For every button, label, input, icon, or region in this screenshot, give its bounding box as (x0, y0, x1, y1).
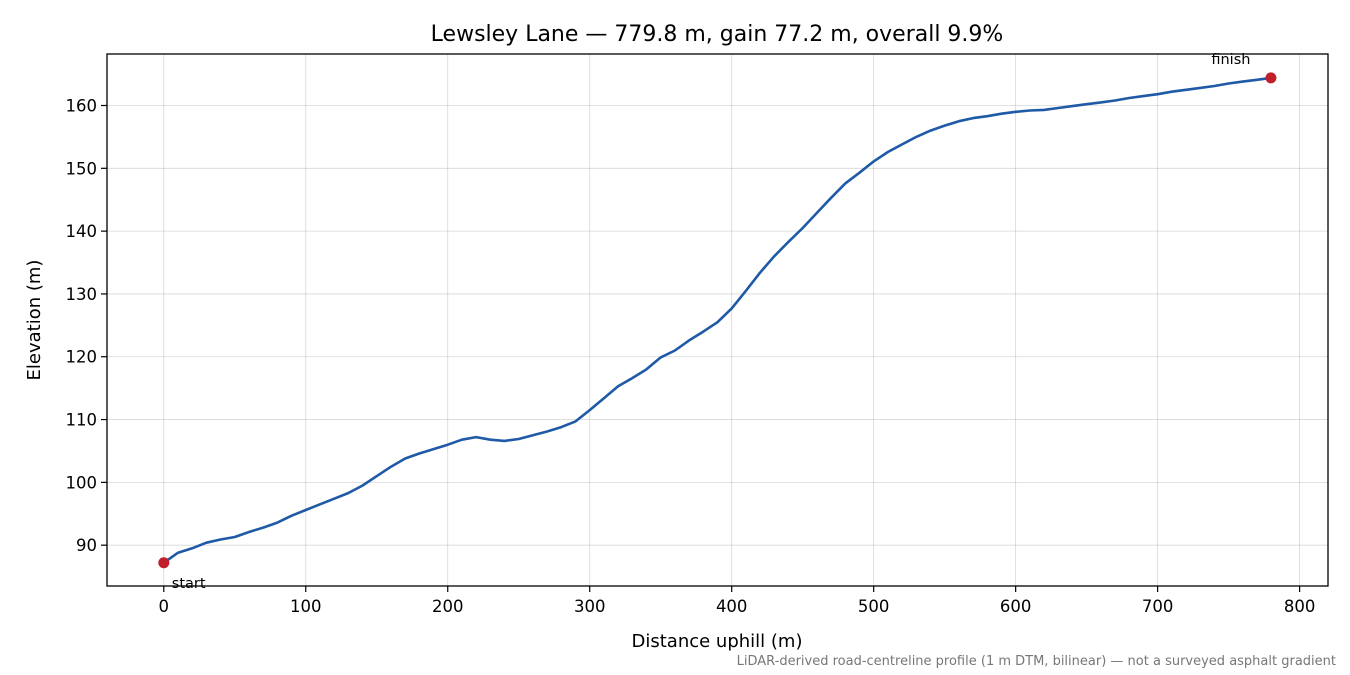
x-tick-label: 800 (1284, 597, 1316, 616)
x-tick-label: 700 (1142, 597, 1174, 616)
y-tick-label: 130 (66, 285, 98, 304)
x-tick-label: 200 (432, 597, 464, 616)
y-tick-label: 160 (66, 97, 98, 116)
x-tick-label: 300 (574, 597, 606, 616)
x-axis-label: Distance uphill (m) (632, 631, 803, 652)
y-tick-label: 140 (66, 222, 98, 241)
plot-area-frame (106, 53, 1329, 587)
x-tick-label: 500 (858, 597, 890, 616)
y-tick-label: 120 (66, 348, 98, 367)
x-axis-ticks: 0 100 200 300 400 500 600 700 800 (159, 586, 1316, 616)
y-tick-label: 110 (66, 411, 98, 430)
elevation-series-line (162, 76, 1273, 565)
y-tick-label: 90 (76, 536, 97, 555)
y-axis-ticks: 90 100 110 120 130 140 150 160 (66, 97, 107, 555)
x-tick-label: 0 (159, 597, 170, 616)
x-tick-label: 600 (1000, 597, 1032, 616)
finish-marker (1265, 72, 1277, 84)
y-tick-label: 150 (66, 159, 98, 178)
x-tick-label: 400 (716, 597, 748, 616)
finish-annotation: finish (1211, 52, 1250, 68)
start-marker (158, 557, 170, 569)
grid-lines (107, 54, 1328, 586)
x-tick-label: 100 (290, 597, 322, 616)
chart-title: Lewsley Lane — 779.8 m, gain 77.2 m, ove… (431, 22, 1004, 47)
endpoint-markers: start finish (158, 52, 1277, 592)
y-axis-label: Elevation (m) (24, 260, 45, 381)
start-annotation: start (172, 576, 206, 592)
y-tick-label: 100 (66, 473, 98, 492)
source-footnote: LiDAR-derived road-centreline profile (1… (737, 654, 1336, 669)
